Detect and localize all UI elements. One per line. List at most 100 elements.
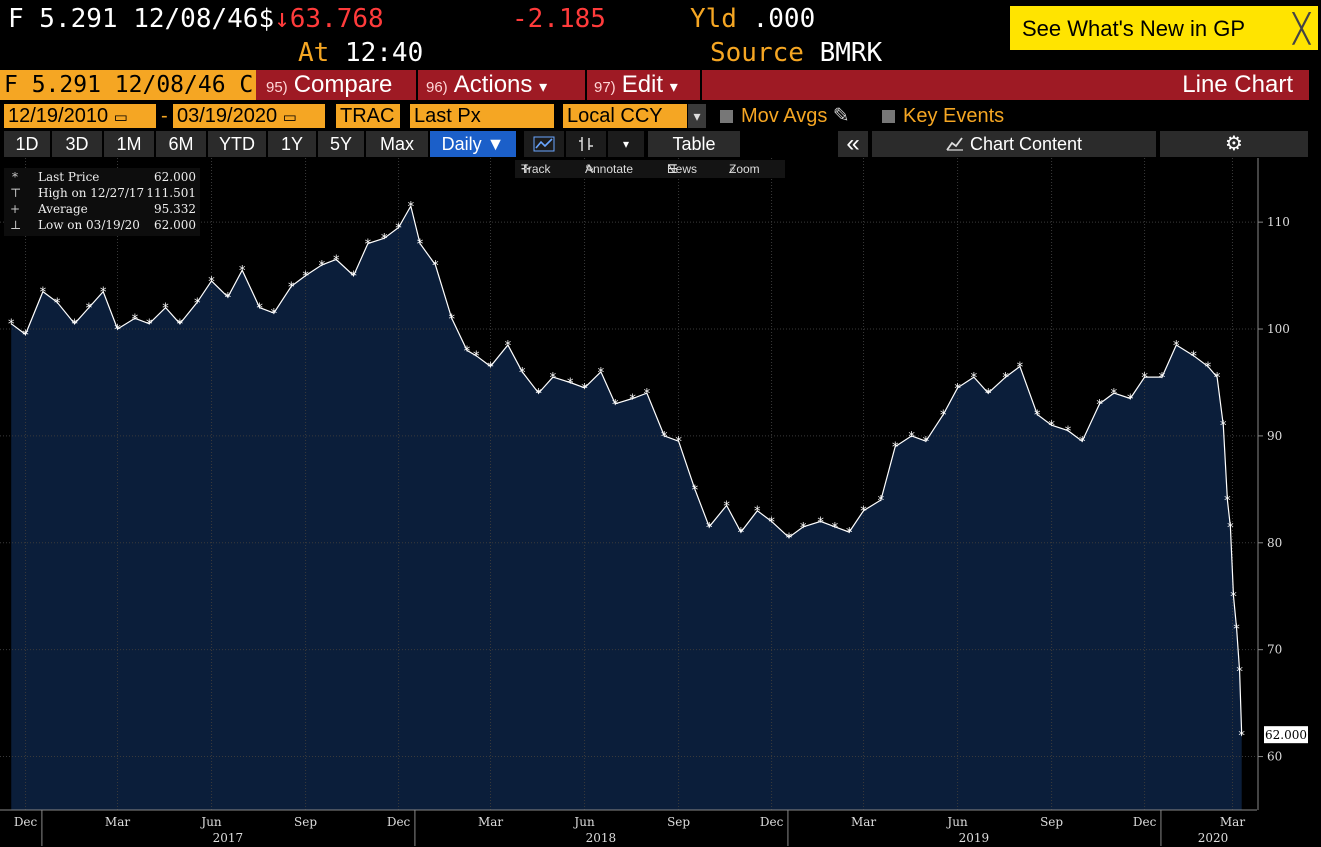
price-point: * <box>1214 371 1221 386</box>
x-month-label: Mar <box>1220 815 1245 829</box>
period-1d-button[interactable]: 1D <box>4 131 50 157</box>
calendar-icon[interactable]: ▭ <box>113 109 128 126</box>
price-point: * <box>1230 590 1237 605</box>
price-point: * <box>832 521 839 536</box>
actions-button[interactable]: 96) Actions ▾ <box>426 70 547 100</box>
chevron-down-icon[interactable]: ▾ <box>688 104 706 128</box>
divider <box>700 70 702 100</box>
date-separator: - <box>161 105 168 127</box>
price-point: * <box>100 286 107 301</box>
trac-field[interactable]: TRAC <box>336 104 400 128</box>
checkbox-icon[interactable] <box>882 110 895 123</box>
period-1m-button[interactable]: 1M <box>104 131 154 157</box>
price-point: * <box>225 291 232 306</box>
collapse-icon[interactable]: « <box>838 131 868 157</box>
ticker-field[interactable]: F 5.291 12/08/46 C <box>0 70 256 100</box>
price-point: * <box>846 526 853 541</box>
price-point: * <box>395 221 402 236</box>
legend-row-average: + Average 95.332 <box>4 202 200 218</box>
table-button[interactable]: Table <box>648 131 740 157</box>
legend-row-high: ⊤ High on 12/27/17 111.501 <box>4 186 200 202</box>
price-field-select[interactable]: Last Px <box>410 104 554 128</box>
close-icon[interactable]: ╳ <box>1293 13 1310 44</box>
price-point: * <box>1224 494 1231 509</box>
end-date-field[interactable]: 03/19/2020 ▭ <box>173 104 325 128</box>
price-point: * <box>581 382 588 397</box>
price-chart[interactable]: ********* ******** **** *** ******* ****** * **… <box>0 158 1309 847</box>
period-6m-button[interactable]: 6M <box>156 131 206 157</box>
price-point: * <box>162 302 169 317</box>
y-tick-label: 70 <box>1267 643 1282 657</box>
price-point: * <box>985 387 992 402</box>
frequency-select[interactable]: Daily ▼ <box>430 131 516 157</box>
line-chart-icon[interactable] <box>524 131 564 157</box>
line-chart-glyph <box>533 136 555 152</box>
chevron-down-icon[interactable]: ▾ <box>608 131 644 157</box>
x-year-label: 2018 <box>586 831 617 845</box>
compare-button[interactable]: 95) Compare <box>266 70 392 100</box>
period-5y-button[interactable]: 5Y <box>318 131 364 157</box>
price-area <box>11 206 1242 811</box>
chevron-down-icon: ▾ <box>539 79 548 96</box>
legend-row-low: ⊥ Low on 03/19/20 62.000 <box>4 218 200 234</box>
price-point: * <box>432 259 439 274</box>
checkbox-icon[interactable] <box>720 110 733 123</box>
track-label: Track <box>521 162 551 176</box>
yield-label: Yld <box>690 4 737 34</box>
chart-toolbar: ✛ Track ✎ Annotate ☰ News ⌕ Zoom <box>515 160 785 178</box>
price-point: * <box>954 382 961 397</box>
chart-content-button[interactable]: Chart Content <box>872 131 1156 157</box>
mov-avgs-toggle[interactable]: Mov Avgs ✎ <box>720 104 850 128</box>
edit-number: 97) <box>594 79 616 96</box>
source-value: BMRK <box>819 38 883 68</box>
ohlc-chart-icon[interactable] <box>566 131 606 157</box>
calendar-icon[interactable]: ▭ <box>282 109 297 126</box>
price-point: * <box>448 312 455 327</box>
annotate-label: Annotate <box>585 162 634 176</box>
chart-type-label[interactable]: Line Chart <box>1182 71 1293 98</box>
price-line <box>10 204 1243 736</box>
yield-value: .000 <box>752 4 816 34</box>
key-events-label: Key Events <box>903 105 1005 127</box>
period-3d-button[interactable]: 3D <box>52 131 102 157</box>
price-point: * <box>1017 360 1024 375</box>
price-point: * <box>1227 521 1234 536</box>
source-label: Source <box>710 38 804 68</box>
price-point: * <box>550 371 557 386</box>
period-1y-button[interactable]: 1Y <box>268 131 316 157</box>
y-tick-label: 60 <box>1267 750 1282 764</box>
whats-new-banner[interactable]: See What's New in GP ╳ <box>1010 6 1318 50</box>
price-point: * <box>381 232 388 247</box>
pencil-icon[interactable]: ✎ <box>832 105 850 127</box>
currency-select[interactable]: Local CCY <box>563 104 687 128</box>
news-label: News <box>667 162 698 176</box>
y-tick-label: 110 <box>1267 215 1290 229</box>
last-value-label: 62.000 <box>1265 728 1307 742</box>
whats-new-label[interactable]: See What's New in GP <box>1022 16 1246 41</box>
gear-icon[interactable]: ⚙ <box>1160 131 1308 157</box>
price-point: * <box>692 483 699 498</box>
start-date-field[interactable]: 12/19/2010 ▭ <box>4 104 156 128</box>
edit-button[interactable]: 97) Edit ▾ <box>594 70 678 100</box>
price-point: * <box>661 430 668 445</box>
news-icon: ☰ <box>667 162 678 176</box>
x-month-label: Jun <box>945 815 968 829</box>
x-year-label: 2019 <box>959 831 990 845</box>
period-ytd-button[interactable]: YTD <box>208 131 266 157</box>
time-label: At <box>298 38 330 68</box>
x-month-label: Dec <box>760 815 784 829</box>
price-down-arrow-icon: ↓ <box>274 4 290 34</box>
price-point: * <box>408 200 415 215</box>
price-point: * <box>86 302 93 317</box>
compare-number: 95) <box>266 79 288 96</box>
price-point: * <box>519 366 526 381</box>
price-point: * <box>786 531 793 546</box>
period-max-button[interactable]: Max <box>366 131 428 157</box>
price-point: * <box>860 505 867 520</box>
price-point: * <box>288 280 295 295</box>
key-events-toggle[interactable]: Key Events <box>882 104 1004 128</box>
mov-avgs-label: Mov Avgs <box>741 105 828 127</box>
price-point: * <box>644 387 651 402</box>
security-name: F 5.291 12/08/46 <box>8 4 259 34</box>
price-point: * <box>71 318 78 333</box>
